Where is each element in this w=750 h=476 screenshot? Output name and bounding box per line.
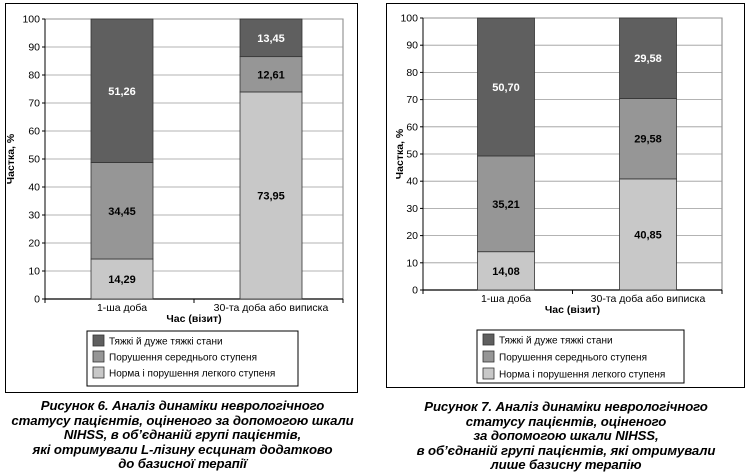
y-tick-label: 30 xyxy=(28,210,40,222)
caption-line: в об’єднаній групі пацієнтів, які отриму… xyxy=(416,442,716,458)
bar-segment xyxy=(239,91,303,300)
caption-line: Рисунок 6. Аналіз динаміки неврологічног… xyxy=(40,398,325,413)
data-label: 51,26 xyxy=(108,86,136,98)
data-label: 34,45 xyxy=(108,206,136,218)
bar-segment xyxy=(477,17,535,157)
x-tick-label: 30-та доба або виписка xyxy=(214,302,329,314)
legend-box xyxy=(86,330,299,387)
x-tick-label: 30-та доба або виписка xyxy=(591,293,706,305)
caption-7: Рисунок 7. Аналіз динаміки неврологічног… xyxy=(381,399,750,473)
legend-swatch xyxy=(92,350,105,363)
y-tick-label: 60 xyxy=(28,126,40,138)
y-tick-label: 100 xyxy=(400,13,418,25)
chart-frame xyxy=(5,3,358,393)
chart-7: 0 10 20 30 40 50 60 70 80 90 100 14,08 35,21 50,70 1-ш… xyxy=(394,13,723,384)
legend-swatch xyxy=(482,350,495,363)
bar-segment xyxy=(619,17,677,99)
x-tick-label: 1-ша доба xyxy=(97,302,147,314)
data-label: 13,45 xyxy=(257,33,285,45)
caption-line: Рисунок 7. Аналіз динаміки неврологічног… xyxy=(424,399,708,414)
y-tick-label: 100 xyxy=(22,14,40,26)
bar-segment xyxy=(239,56,303,93)
bar-segment xyxy=(90,18,154,163)
data-label: 50,70 xyxy=(492,82,520,94)
bar-segment xyxy=(239,18,303,58)
bar-segment xyxy=(619,178,677,291)
legend-swatch xyxy=(482,333,495,346)
x-axis-title: Час (візит) xyxy=(166,313,221,325)
y-tick-label: 90 xyxy=(28,42,40,54)
legend-label: Норма і порушення легкого ступеня xyxy=(499,370,665,381)
y-tick-label: 10 xyxy=(28,266,40,278)
caption-line: які отримували L-лізину есцинат додатков… xyxy=(32,441,333,457)
chart-frame xyxy=(386,3,745,388)
y-tick-label: 10 xyxy=(406,257,418,269)
data-label: 73,95 xyxy=(257,190,285,202)
caption-line: NIHSS, в об’єднаній групі пацієнтів, xyxy=(63,427,302,442)
y-tick-label: 90 xyxy=(406,40,418,52)
legend-label: Норма і порушення легкого ступеня xyxy=(109,369,275,380)
caption-line: статусу пацієнтів, оціненого xyxy=(465,413,667,429)
y-axis-title: Частка, % xyxy=(394,128,406,179)
y-tick-label: 20 xyxy=(28,238,40,250)
legend-swatch xyxy=(92,366,105,379)
y-axis-title: Частка, % xyxy=(5,133,17,184)
legend-label: Тяжкі й дуже тяжкі стани xyxy=(499,336,613,347)
chart-6: 0 10 20 30 40 50 60 70 80 90 100 14,29 34,45 51,26 1-ш… xyxy=(5,14,344,387)
legend-swatch xyxy=(92,334,105,347)
y-tick-label: 60 xyxy=(406,121,418,133)
caption-line: за допомогою шкали NIHSS, xyxy=(473,428,659,443)
caption-line: лише базисну терапію xyxy=(490,457,642,472)
y-tick-label: 0 xyxy=(412,285,418,297)
y-tick-label: 40 xyxy=(406,176,418,188)
legend-box xyxy=(476,329,685,384)
data-label: 12,61 xyxy=(257,69,285,81)
y-tick-label: 40 xyxy=(28,182,40,194)
data-label: 35,21 xyxy=(492,199,520,211)
bar-segment xyxy=(619,98,677,180)
data-label: 40,85 xyxy=(634,229,662,241)
legend-label: Порушення середнього ступеня xyxy=(109,353,257,364)
caption-line: до базисної терапії xyxy=(118,456,247,471)
y-tick-label: 30 xyxy=(406,203,418,215)
bar-segment xyxy=(90,162,154,260)
y-tick-label: 50 xyxy=(406,149,418,161)
y-tick-label: 70 xyxy=(28,98,40,110)
y-tick-label: 80 xyxy=(406,67,418,79)
data-label: 14,08 xyxy=(492,266,520,278)
caption-line: статусу пацієнтів, оціненого за допомого… xyxy=(11,412,354,428)
caption-6: Рисунок 6. Аналіз динаміки неврологічног… xyxy=(0,398,365,472)
legend-label: Тяжкі й дуже тяжкі стани xyxy=(109,337,223,348)
x-axis-title: Час (візит) xyxy=(545,304,600,316)
legend-swatch xyxy=(482,367,495,380)
y-tick-label: 70 xyxy=(406,94,418,106)
y-tick-label: 20 xyxy=(406,230,418,242)
bar-segment xyxy=(477,155,535,253)
x-tick-label: 1-ша доба xyxy=(481,293,531,305)
legend-label: Порушення середнього ступеня xyxy=(499,353,647,364)
y-tick-label: 80 xyxy=(28,70,40,82)
y-tick-label: 0 xyxy=(34,294,40,306)
data-label: 29,58 xyxy=(634,53,662,65)
data-label: 29,58 xyxy=(634,134,662,146)
bar-segment xyxy=(90,258,154,300)
y-tick-label: 50 xyxy=(28,154,40,166)
data-label: 14,29 xyxy=(108,274,136,286)
